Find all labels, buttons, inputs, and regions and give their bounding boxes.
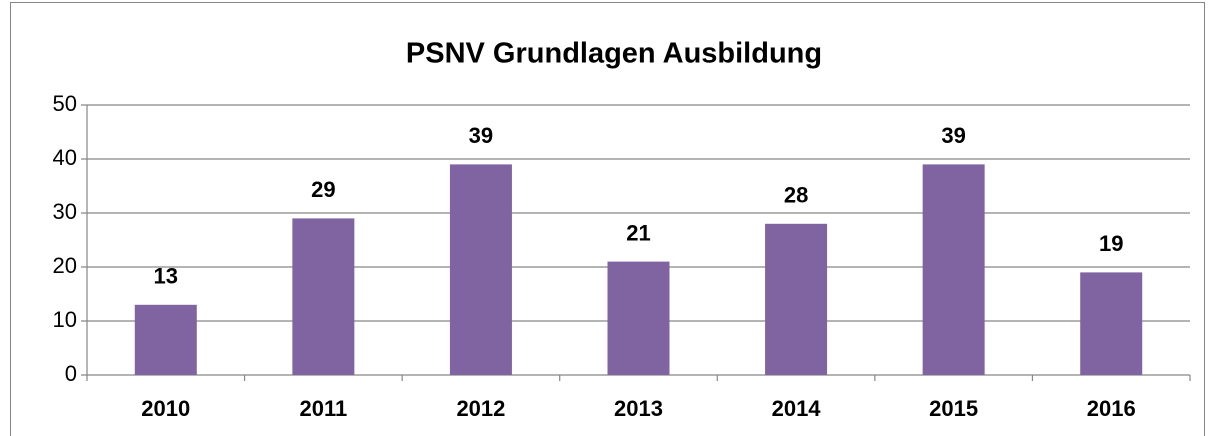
x-tick-label: 2016 — [1087, 396, 1136, 421]
data-label: 21 — [626, 220, 650, 245]
y-tick-label: 0 — [65, 361, 77, 386]
y-tick-label: 30 — [53, 199, 77, 224]
y-tick-label: 40 — [53, 145, 77, 170]
y-tick-label: 20 — [53, 253, 77, 278]
x-tick-label: 2013 — [614, 396, 663, 421]
bar — [449, 164, 512, 375]
data-label: 29 — [311, 177, 335, 202]
x-tick-label: 2010 — [141, 396, 190, 421]
y-tick-label: 10 — [53, 307, 77, 332]
bar — [292, 218, 355, 375]
chart-title: PSNV Grundlagen Ausbildung — [406, 38, 822, 70]
bar — [607, 261, 670, 375]
x-tick-label: 2012 — [456, 396, 505, 421]
data-label: 13 — [154, 264, 178, 289]
x-tick-label: 2014 — [772, 396, 822, 421]
data-label: 28 — [784, 183, 808, 208]
chart-border — [10, 2, 1205, 436]
data-label: 39 — [469, 123, 493, 148]
bar — [765, 223, 828, 375]
data-label: 19 — [1099, 231, 1123, 256]
x-tick-label: 2015 — [929, 396, 978, 421]
data-label: 39 — [941, 123, 965, 148]
bar — [1080, 272, 1143, 375]
bar — [922, 164, 985, 375]
y-tick-label: 50 — [53, 91, 77, 116]
x-tick-label: 2011 — [299, 396, 347, 421]
bar — [134, 304, 197, 375]
